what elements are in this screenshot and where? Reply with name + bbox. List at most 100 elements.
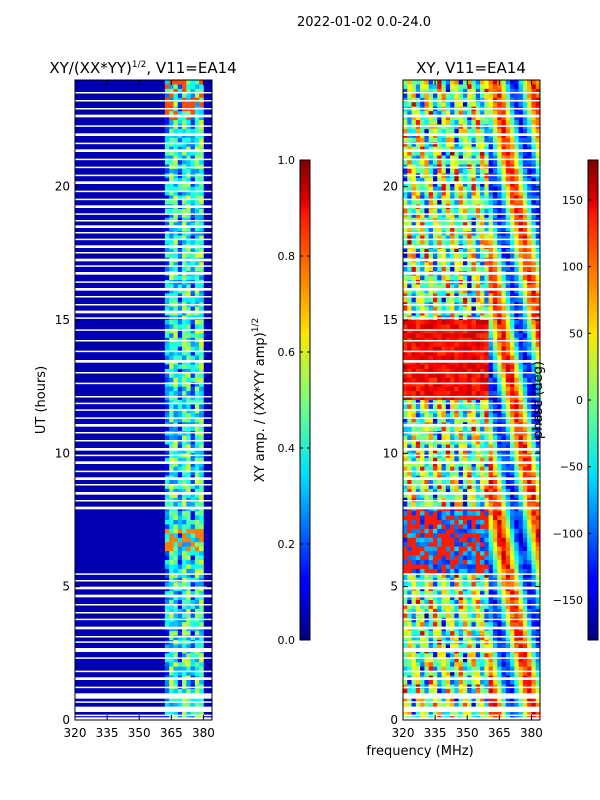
right-heatmap-cell: [471, 568, 477, 574]
right-heatmap-cell: [432, 324, 438, 330]
left-heatmap-cell: [169, 488, 174, 494]
right-heatmap-cell: [432, 222, 438, 227]
right-heatmap-cell: [450, 524, 455, 530]
right-heatmap-cell: [488, 457, 494, 463]
right-heatmap-cell: [488, 111, 494, 116]
right-heatmap-cell: [415, 128, 421, 134]
left-heatmap: [75, 80, 212, 721]
right-heatmap-cell: [505, 404, 511, 410]
right-heatmap-cell: [527, 342, 532, 347]
right-heatmap-cell: [518, 168, 524, 174]
right-heatmap-cell: [462, 208, 468, 214]
left-heatmap-cell: [173, 444, 179, 450]
left-heatmap-cell: [194, 688, 200, 694]
right-heatmap-cell: [505, 284, 511, 290]
left-heatmap-cell: [177, 137, 183, 143]
right-heatmap-cell: [522, 426, 528, 432]
right-heatmap-cell: [501, 208, 507, 214]
right-heatmap-cell: [535, 177, 541, 183]
right-heatmap-cell: [492, 488, 498, 494]
right-heatmap-cell: [480, 333, 485, 339]
left-heatmap-cell: [169, 333, 174, 339]
left-heatmap-cell: [199, 662, 204, 667]
left-heatmap-cell: [186, 608, 191, 614]
right-heatmap-cell: [522, 533, 528, 539]
right-heatmap-cell: [510, 520, 515, 525]
right-heatmap-cell: [403, 400, 408, 405]
left-heatmap-cell: [177, 160, 183, 165]
left-heatmap-cell: [164, 444, 170, 450]
right-heatmap-cell: [467, 115, 472, 121]
right-heatmap-cell: [527, 115, 532, 121]
right-heatmap-cell: [454, 306, 459, 312]
right-heatmap-cell: [522, 537, 528, 543]
right-heatmap-cell: [505, 342, 511, 347]
right-heatmap-cell: [480, 404, 485, 410]
right-heatmap-cell: [475, 546, 481, 552]
right-heatmap-cell: [480, 342, 485, 347]
right-heatmap-cell: [428, 208, 434, 214]
right-heatmap-cell: [462, 564, 468, 570]
left-heatmap-cell: [182, 120, 187, 125]
left-heatmap-cell: [164, 608, 170, 614]
right-heatmap-cell: [531, 537, 537, 543]
left-heatmap-cell: [164, 382, 170, 387]
right-heatmap-cell: [437, 102, 442, 107]
left-heatmap-cell: [169, 595, 174, 601]
right-heatmap-cell: [471, 373, 477, 379]
right-heatmap-cell: [471, 515, 477, 521]
right-heatmap-cell: [420, 293, 425, 299]
left-y-tick-label: 10: [55, 446, 70, 460]
right-heatmap-cell: [518, 564, 524, 570]
right-heatmap-cell: [411, 320, 417, 325]
left-heatmap-cell: [190, 448, 196, 454]
right-heatmap-cell: [510, 342, 515, 347]
left-heatmap-cell: [182, 275, 187, 281]
right-heatmap-cell: [415, 333, 421, 339]
left-heatmap-cell: [169, 288, 174, 294]
left-heatmap-cell: [169, 191, 174, 196]
right-heatmap-cell: [450, 568, 455, 574]
right-heatmap-cell: [471, 266, 477, 272]
left-heatmap-cell: [177, 546, 183, 552]
right-heatmap-cell: [420, 240, 425, 245]
right-heatmap-cell: [488, 213, 494, 219]
left-heatmap-cell: [186, 528, 191, 534]
left-heatmap-cell: [169, 457, 174, 463]
left-heatmap-cell: [169, 537, 174, 543]
right-heatmap-cell: [501, 168, 507, 174]
left-heatmap-cell: [186, 266, 191, 272]
right-heatmap-cell: [505, 351, 511, 356]
right-heatmap-cell: [467, 426, 472, 432]
right-heatmap-cell: [415, 502, 421, 507]
left-heatmap-cell: [182, 346, 187, 352]
right-heatmap-cell: [510, 102, 515, 107]
right-heatmap-cell: [454, 297, 459, 303]
right-heatmap-cell: [454, 413, 459, 419]
right-heatmap-cell: [475, 511, 481, 516]
right-heatmap-cell: [501, 524, 507, 530]
left-heatmap-cell: [173, 324, 179, 330]
right-heatmap-cell: [441, 293, 447, 299]
right-heatmap-cell: [458, 364, 464, 370]
right-heatmap-cell: [445, 377, 451, 383]
right-heatmap-cell: [527, 208, 532, 214]
right-heatmap-cell: [441, 235, 447, 241]
right-heatmap-cell: [531, 93, 537, 99]
right-heatmap-cell: [450, 533, 455, 539]
right-heatmap-cell: [531, 266, 537, 272]
right-heatmap-cell: [441, 266, 447, 272]
right-heatmap-cell: [527, 266, 532, 272]
right-heatmap-cell: [432, 484, 438, 490]
right-heatmap-cell: [501, 333, 507, 339]
right-heatmap-cell: [510, 88, 515, 94]
left-heatmap-cell: [186, 368, 191, 374]
right-heatmap-cell: [505, 137, 511, 143]
left-heatmap-cell: [194, 146, 200, 152]
right-heatmap-cell: [535, 248, 541, 254]
right-heatmap-cell: [492, 191, 498, 196]
right-heatmap-cell: [527, 435, 532, 441]
right-heatmap-cell: [492, 377, 498, 383]
right-heatmap-cell: [505, 320, 511, 325]
right-heatmap-cell: [445, 391, 451, 396]
